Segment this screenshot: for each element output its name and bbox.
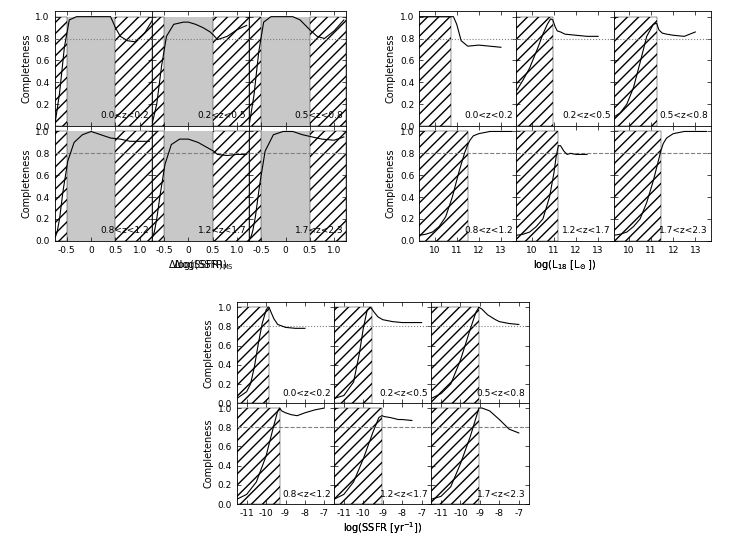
Bar (237, 307, 269, 403)
Y-axis label: Completeness: Completeness (203, 318, 214, 388)
Text: 1.7<z<2.3: 1.7<z<2.3 (295, 226, 343, 235)
Text: 1.7<z<2.3: 1.7<z<2.3 (659, 226, 708, 235)
Text: log(L$_{18}$ [L$_\odot$]): log(L$_{18}$ [L$_\odot$]) (534, 258, 596, 272)
Bar (261, 17, 310, 126)
Bar (115, 132, 152, 241)
Y-axis label: Completeness: Completeness (386, 148, 396, 218)
Bar (164, 132, 213, 241)
Bar (249, 132, 261, 241)
Bar (614, 132, 661, 241)
Y-axis label: Completeness: Completeness (21, 34, 31, 104)
Text: 0.0<z<0.2: 0.0<z<0.2 (465, 111, 513, 120)
Text: 0.0<z<0.2: 0.0<z<0.2 (283, 389, 331, 398)
Text: 0.5<z<0.8: 0.5<z<0.8 (477, 389, 526, 398)
Bar (614, 17, 657, 126)
Text: 1.2<z<1.7: 1.2<z<1.7 (562, 226, 611, 235)
Text: 0.8<z<1.2: 0.8<z<1.2 (465, 226, 513, 235)
Bar (237, 408, 280, 504)
Text: log(SSFR [yr$^{-1}$]): log(SSFR [yr$^{-1}$]) (343, 520, 422, 536)
Bar (213, 17, 249, 126)
Bar (152, 132, 164, 241)
Bar (67, 17, 115, 126)
Bar (55, 17, 67, 126)
Bar (334, 408, 382, 504)
Text: log(SSFR [yr$^{-1}$]): log(SSFR [yr$^{-1}$]) (343, 520, 422, 536)
Bar (310, 132, 346, 241)
Bar (516, 132, 558, 241)
Bar (310, 17, 346, 126)
Text: 0.5<z<0.8: 0.5<z<0.8 (295, 111, 343, 120)
Bar (432, 307, 479, 403)
Bar (55, 132, 67, 241)
Text: 1.2<z<1.7: 1.2<z<1.7 (198, 226, 246, 235)
Y-axis label: Completeness: Completeness (21, 148, 31, 218)
Bar (419, 132, 468, 241)
Text: 0.5<z<0.8: 0.5<z<0.8 (659, 111, 708, 120)
Bar (516, 17, 553, 126)
Text: 0.0<z<0.2: 0.0<z<0.2 (101, 111, 149, 120)
Text: 0.2<z<0.5: 0.2<z<0.5 (380, 389, 429, 398)
Bar (213, 132, 249, 241)
Bar (164, 17, 213, 126)
Text: log(L$_{18}$ [L$_\odot$]): log(L$_{18}$ [L$_\odot$]) (534, 258, 596, 272)
Text: $\Delta$log(SSFR)$_{\rm MS}$: $\Delta$log(SSFR)$_{\rm MS}$ (168, 258, 233, 272)
Bar (261, 132, 310, 241)
Bar (67, 132, 115, 241)
Bar (432, 408, 479, 504)
Y-axis label: Completeness: Completeness (203, 419, 214, 488)
Text: 0.8<z<1.2: 0.8<z<1.2 (101, 226, 149, 235)
Text: 0.8<z<1.2: 0.8<z<1.2 (283, 490, 331, 499)
Text: 0.2<z<0.5: 0.2<z<0.5 (562, 111, 611, 120)
Y-axis label: Completeness: Completeness (386, 34, 396, 104)
Bar (419, 17, 451, 126)
Bar (334, 307, 372, 403)
Text: Δlog(SSFR): Δlog(SSFR) (174, 260, 227, 270)
Text: 1.7<z<2.3: 1.7<z<2.3 (477, 490, 526, 499)
Bar (115, 17, 152, 126)
Text: 1.2<z<1.7: 1.2<z<1.7 (380, 490, 429, 499)
Bar (249, 17, 261, 126)
Text: 0.2<z<0.5: 0.2<z<0.5 (198, 111, 246, 120)
Bar (152, 17, 164, 126)
